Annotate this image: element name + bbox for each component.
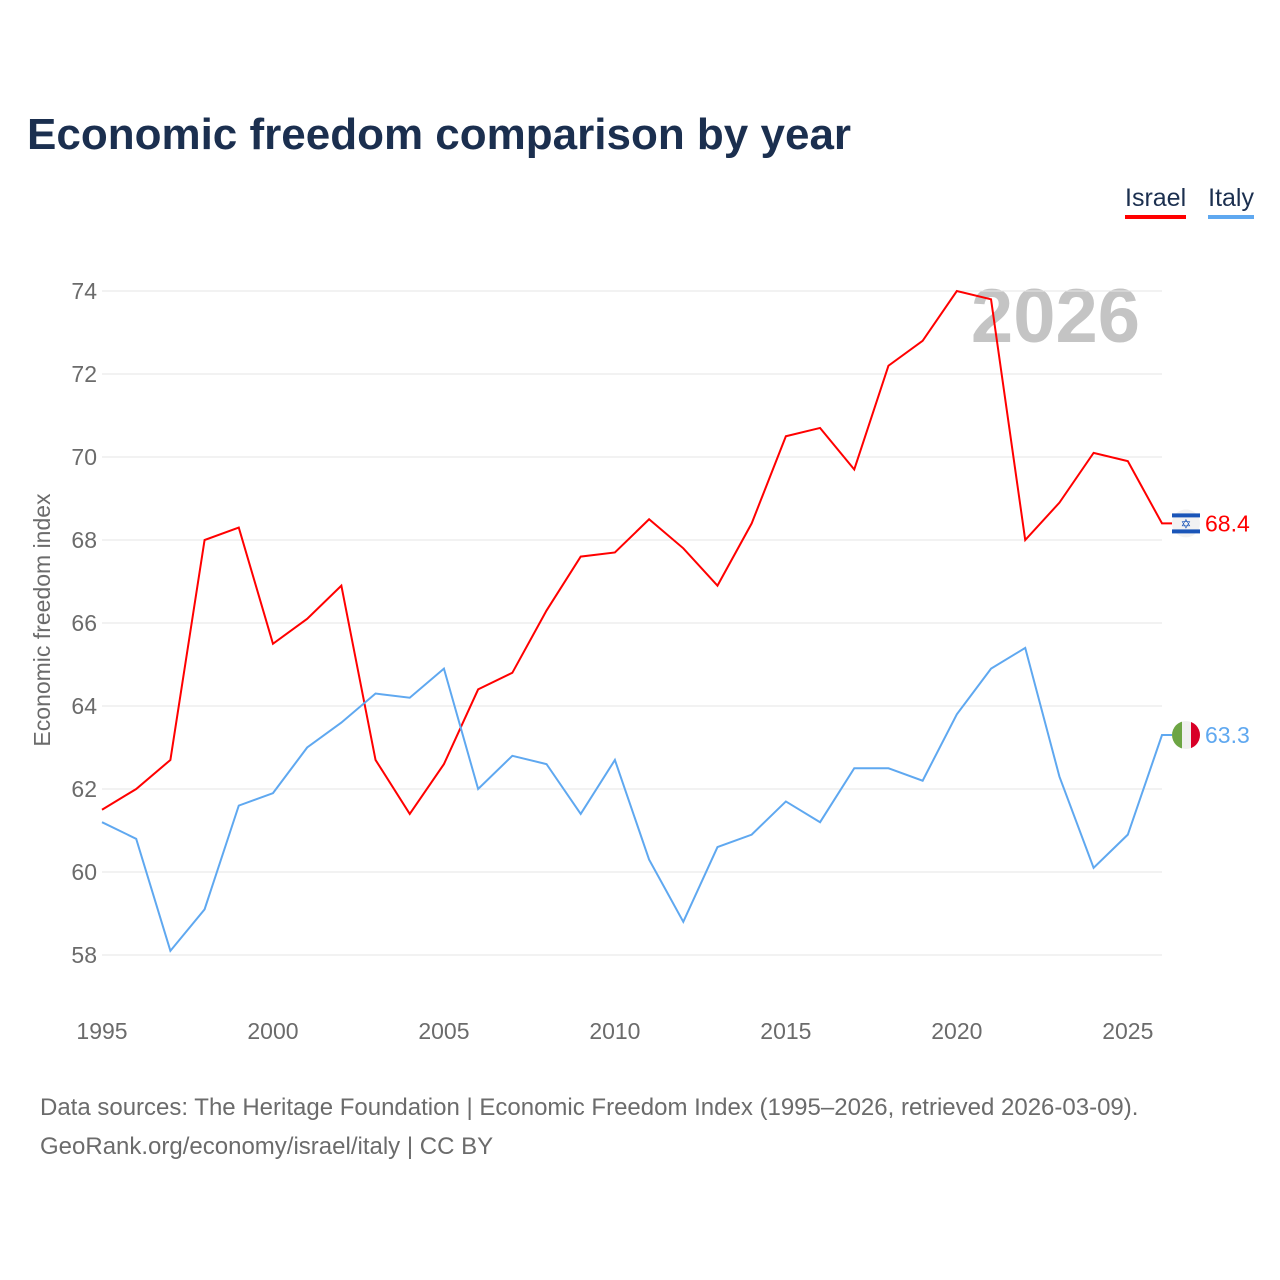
legend: Israel Italy [1125,184,1254,219]
legend-italy[interactable]: Italy [1208,184,1254,219]
x-tick-label: 2015 [760,1018,811,1044]
watermark-year: 2026 [971,274,1140,359]
x-tick-label: 2010 [589,1018,640,1044]
y-tick-label: 64 [71,693,97,719]
italy-flag-icon [1172,721,1200,750]
flag-body [1172,721,1200,750]
flag-red [1191,721,1200,750]
y-tick-label: 68 [71,527,97,553]
x-tick-label: 1995 [76,1018,127,1044]
y-axis-label: Economic freedom index [29,493,55,747]
x-tick-label: 2000 [247,1018,298,1044]
end-value-label: 68.4 [1205,510,1250,536]
x-tick-label: 2020 [931,1018,982,1044]
series-line-israel [101,289,1172,816]
flag-stripe [1172,529,1200,534]
y-tick-label: 70 [71,444,97,470]
end-value-label: 63.3 [1205,722,1250,748]
y-tick-label: 62 [71,776,97,802]
series-line-italy [101,646,1172,953]
y-tick-label: 58 [71,942,97,968]
star-of-david-icon: ✡ [1181,517,1192,532]
flag-stripe [1172,513,1200,518]
y-tick-label: 74 [71,278,97,304]
flag-white [1182,721,1191,750]
x-tick-label: 2025 [1102,1018,1153,1044]
source-line-2[interactable]: GeoRank.org/economy/israel/italy | CC BY [40,1133,494,1160]
x-tick-label: 2005 [418,1018,469,1044]
legend-israel[interactable]: Israel [1125,184,1187,219]
y-tick-label: 60 [71,859,97,885]
source-note: Data sources: The Heritage Foundation | … [40,1088,1138,1166]
y-tick-label: 66 [71,610,97,636]
y-tick-label: 72 [71,361,97,387]
chart-title: Economic freedom comparison by year [27,110,852,159]
source-line-1: Data sources: The Heritage Foundation | … [40,1094,1139,1121]
israel-flag-icon: ✡ [1172,509,1200,538]
flag-green [1172,721,1182,750]
